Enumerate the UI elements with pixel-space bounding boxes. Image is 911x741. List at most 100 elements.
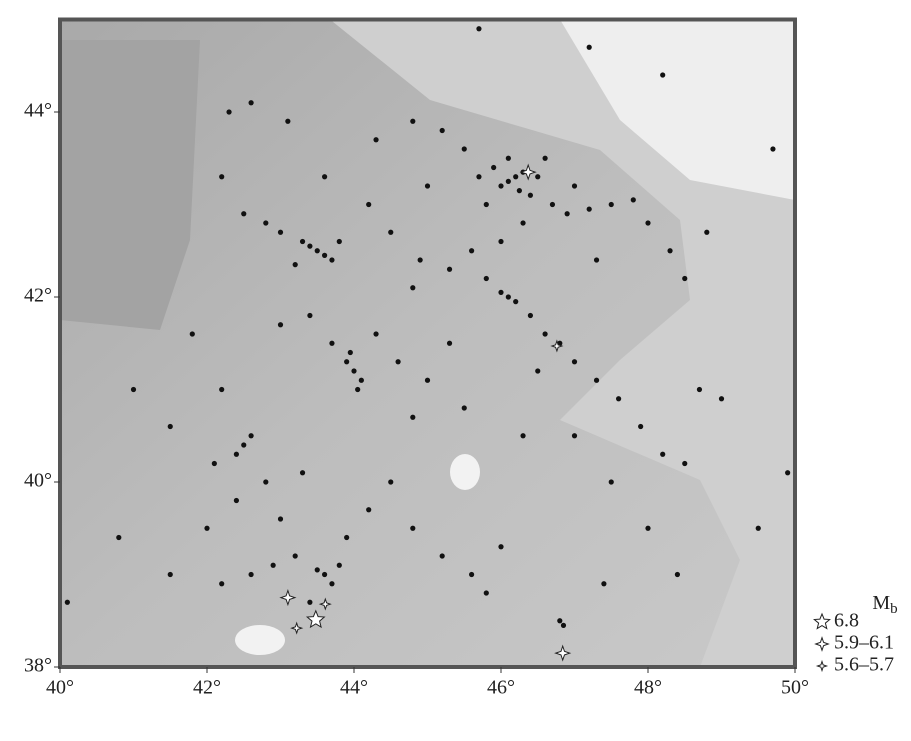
epicenter <box>543 156 548 161</box>
epicenter <box>528 193 533 198</box>
epicenter <box>535 174 540 179</box>
epicenter <box>219 174 224 179</box>
legend-marker <box>816 638 829 651</box>
epicenter <box>476 174 481 179</box>
epicenter <box>344 359 349 364</box>
epicenter <box>520 433 525 438</box>
epicenter <box>682 276 687 281</box>
epicenter <box>168 424 173 429</box>
epicenter <box>241 442 246 447</box>
epicenter <box>337 563 342 568</box>
epicenter <box>212 461 217 466</box>
epicenter <box>476 26 481 31</box>
epicenter <box>337 239 342 244</box>
epicenter <box>462 405 467 410</box>
epicenter <box>513 299 518 304</box>
epicenter <box>440 128 445 133</box>
epicenter <box>131 387 136 392</box>
epicenter <box>388 230 393 235</box>
epicenter <box>307 244 312 249</box>
epicenter <box>667 248 672 253</box>
epicenter <box>484 202 489 207</box>
epicenter <box>307 313 312 318</box>
epicenter <box>307 600 312 605</box>
epicenter <box>355 387 360 392</box>
epicenter <box>484 590 489 595</box>
epicenter <box>116 535 121 540</box>
epicenter <box>697 387 702 392</box>
epicenter <box>572 359 577 364</box>
epicenter <box>506 179 511 184</box>
epicenter <box>704 230 709 235</box>
map-chart: Mb 40°42°44°46°48°50°38°40°42°44°6.85.9–… <box>0 0 911 736</box>
epicenter <box>520 220 525 225</box>
epicenter <box>616 396 621 401</box>
epicenter <box>609 479 614 484</box>
epicenter <box>396 359 401 364</box>
x-tick-label: 40° <box>46 677 74 699</box>
epicenter <box>565 211 570 216</box>
epicenter <box>348 350 353 355</box>
epicenter <box>601 581 606 586</box>
epicenter <box>249 572 254 577</box>
legend-title-sub: b <box>890 601 898 617</box>
epicenter <box>528 313 533 318</box>
epicenter <box>226 109 231 114</box>
epicenter <box>263 220 268 225</box>
epicenter <box>410 415 415 420</box>
epicenter <box>517 188 522 193</box>
epicenter <box>359 378 364 383</box>
epicenter <box>418 257 423 262</box>
epicenter <box>249 433 254 438</box>
epicenter <box>322 174 327 179</box>
epicenter <box>300 470 305 475</box>
epicenter <box>498 239 503 244</box>
epicenter <box>168 572 173 577</box>
legend-label: 5.9–6.1 <box>834 632 894 654</box>
epicenter <box>645 526 650 531</box>
legend-title-main: M <box>872 592 890 614</box>
legend-label: 5.6–5.7 <box>834 654 894 676</box>
epicenter <box>293 262 298 267</box>
epicenter <box>675 572 680 577</box>
epicenter <box>271 563 276 568</box>
epicenter <box>785 470 790 475</box>
epicenter <box>543 331 548 336</box>
epicenter <box>770 146 775 151</box>
epicenter <box>498 544 503 549</box>
epicenter <box>594 257 599 262</box>
epicenter <box>587 207 592 212</box>
epicenter <box>322 253 327 258</box>
epicenter <box>219 387 224 392</box>
epicenter <box>373 137 378 142</box>
epicenter <box>440 553 445 558</box>
epicenter <box>322 572 327 577</box>
map-background <box>60 20 795 668</box>
epicenter <box>513 174 518 179</box>
x-tick-label: 42° <box>193 677 221 699</box>
epicenter <box>65 600 70 605</box>
legend-label: 6.8 <box>834 610 859 632</box>
epicenter <box>315 248 320 253</box>
epicenter <box>344 535 349 540</box>
epicenter <box>373 331 378 336</box>
x-tick-label: 44° <box>340 677 368 699</box>
epicenter <box>425 378 430 383</box>
epicenter <box>300 239 305 244</box>
y-tick-label: 38° <box>24 655 52 677</box>
epicenter <box>329 581 334 586</box>
x-tick-label: 48° <box>634 677 662 699</box>
epicenter <box>484 276 489 281</box>
epicenter <box>293 553 298 558</box>
epicenter <box>329 341 334 346</box>
legend-marker <box>818 662 827 671</box>
epicenter <box>204 526 209 531</box>
epicenter <box>557 618 562 623</box>
epicenter <box>425 183 430 188</box>
epicenter <box>447 341 452 346</box>
epicenter <box>572 433 577 438</box>
epicenter <box>660 72 665 77</box>
epicenter <box>366 202 371 207</box>
epicenter <box>719 396 724 401</box>
epicenter <box>506 294 511 299</box>
